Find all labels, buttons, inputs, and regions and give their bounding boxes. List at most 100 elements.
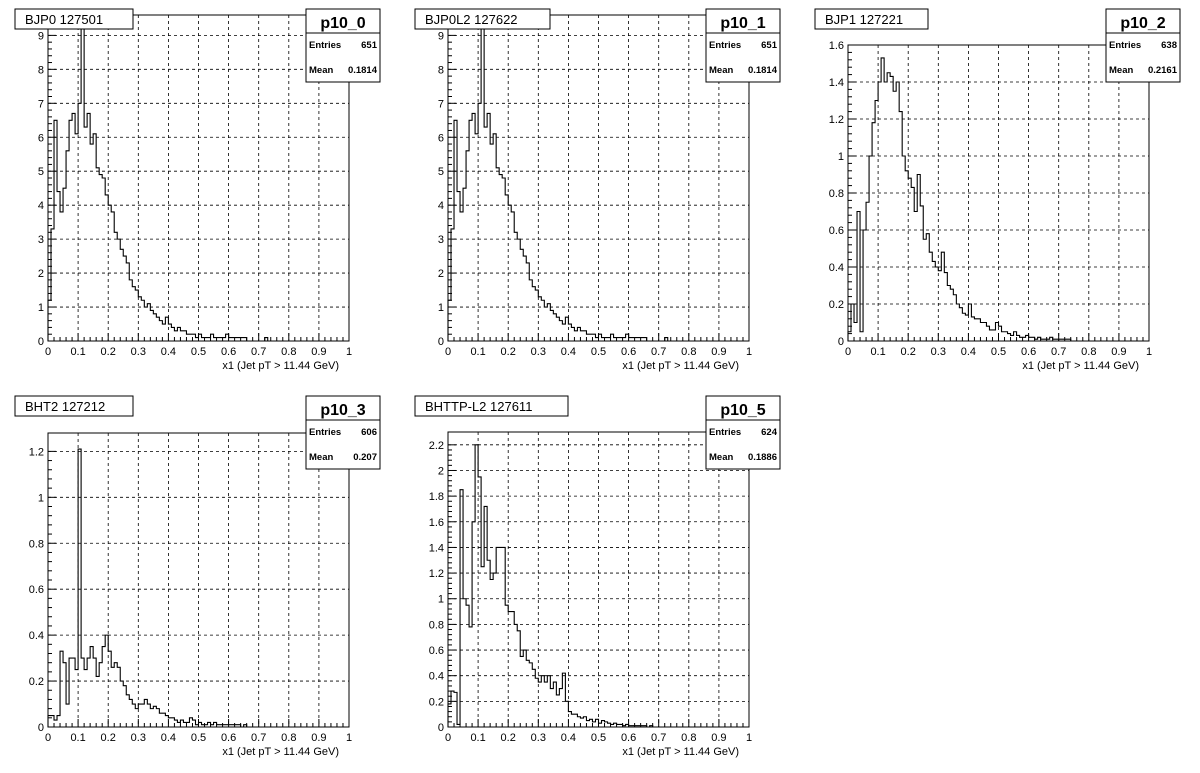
entries-label: Entries — [1109, 40, 1141, 51]
x-tick-label: 0.3 — [131, 732, 146, 744]
histogram-title: BJP0L2 127622 — [425, 12, 518, 27]
y-tick-label: 9 — [438, 30, 444, 42]
entries-value: 651 — [361, 40, 378, 51]
y-tick-label: 6 — [438, 132, 444, 144]
x-tick-label: 0 — [45, 346, 51, 358]
y-tick-label: 2 — [438, 465, 444, 477]
stats-name: p10_1 — [720, 15, 765, 32]
y-tick-label: 0.4 — [829, 262, 844, 274]
y-tick-label: 1.4 — [429, 542, 444, 554]
y-tick-label: 1.2 — [429, 568, 444, 580]
x-tick-label: 0.7 — [651, 346, 666, 358]
y-tick-label: 0.4 — [429, 671, 444, 683]
stats-box — [305, 8, 381, 83]
entries-value: 624 — [761, 427, 778, 438]
y-tick-label: 0.6 — [429, 645, 444, 657]
mean-label: Mean — [709, 65, 733, 76]
stats-name: p10_5 — [720, 402, 765, 419]
stats-name: p10_2 — [1120, 15, 1165, 32]
histogram-title: BHT2 127212 — [25, 399, 105, 414]
x-tick-label: 0.4 — [961, 346, 976, 358]
mean-label: Mean — [309, 65, 333, 76]
x-axis-label: x1 (Jet pT > 11.44 GeV) — [222, 360, 339, 372]
histogram-title-box — [14, 8, 134, 30]
x-tick-label: 0.8 — [281, 732, 296, 744]
x-tick-label: 0.6 — [621, 346, 636, 358]
y-tick-label: 2.2 — [429, 440, 444, 452]
y-tick-label: 1 — [38, 492, 44, 504]
x-tick-label: 1 — [746, 732, 752, 744]
x-tick-label: 0.4 — [161, 346, 176, 358]
y-tick-label: 1.8 — [429, 491, 444, 503]
x-tick-label: 0.9 — [311, 732, 326, 744]
y-tick-label: 4 — [438, 200, 444, 212]
x-tick-label: 0.9 — [711, 346, 726, 358]
x-tick-label: 0 — [45, 732, 51, 744]
x-tick-label: 0.6 — [221, 346, 236, 358]
x-tick-label: 0.6 — [1021, 346, 1036, 358]
y-tick-label: 8 — [38, 64, 44, 76]
y-tick-label: 3 — [438, 234, 444, 246]
x-tick-label: 0.1 — [470, 732, 485, 744]
x-tick-label: 0.4 — [561, 732, 576, 744]
histogram-title-box — [14, 395, 134, 417]
x-tick-label: 0 — [845, 346, 851, 358]
y-tick-label: 0.6 — [829, 225, 844, 237]
x-tick-label: 0.5 — [191, 346, 206, 358]
mean-label: Mean — [1109, 65, 1133, 76]
x-tick-label: 0.5 — [991, 346, 1006, 358]
stats-box — [705, 395, 781, 470]
x-tick-label: 0.7 — [1051, 346, 1066, 358]
y-tick-label: 0.8 — [429, 619, 444, 631]
mean-value: 0.1814 — [748, 65, 778, 76]
histogram-title: BJP0 127501 — [25, 12, 103, 27]
mean-label: Mean — [709, 452, 733, 463]
x-tick-label: 0.5 — [191, 732, 206, 744]
y-tick-label: 0 — [38, 336, 44, 348]
y-tick-label: 2 — [38, 268, 44, 280]
x-tick-label: 0.6 — [221, 732, 236, 744]
x-tick-label: 0.3 — [531, 346, 546, 358]
y-tick-label: 0.2 — [829, 299, 844, 311]
y-tick-label: 1 — [38, 302, 44, 314]
y-tick-label: 0.8 — [829, 188, 844, 200]
y-tick-label: 9 — [38, 30, 44, 42]
x-tick-label: 0.1 — [70, 732, 85, 744]
y-tick-label: 7 — [38, 98, 44, 110]
y-tick-label: 5 — [38, 166, 44, 178]
entries-value: 651 — [761, 40, 778, 51]
y-tick-label: 1.2 — [829, 114, 844, 126]
x-tick-label: 0.9 — [711, 732, 726, 744]
x-tick-label: 0.2 — [901, 346, 916, 358]
stats-box — [305, 395, 381, 470]
y-tick-label: 1 — [438, 594, 444, 606]
x-axis-label: x1 (Jet pT > 11.44 GeV) — [222, 746, 339, 758]
entries-label: Entries — [709, 40, 741, 51]
y-tick-label: 1.6 — [829, 40, 844, 52]
x-axis-label: x1 (Jet pT > 11.44 GeV) — [1022, 360, 1139, 372]
y-tick-label: 0.2 — [429, 696, 444, 708]
mean-label: Mean — [309, 452, 333, 463]
histogram-panel-p10_3: 0 0.1 0.2 0.3 0.4 0.5 0.6 0.7 0.8 0.9 1 0 0.2 0.4 0.6 0… — [14, 395, 381, 758]
x-tick-label: 0.4 — [161, 732, 176, 744]
entries-label: Entries — [309, 427, 341, 438]
y-tick-label: 6 — [38, 132, 44, 144]
x-tick-label: 0.8 — [681, 732, 696, 744]
x-tick-label: 0 — [445, 732, 451, 744]
y-tick-label: 1.4 — [829, 77, 844, 89]
x-tick-label: 0.7 — [251, 732, 266, 744]
entries-value: 638 — [1161, 40, 1177, 51]
stats-box — [705, 8, 781, 83]
y-tick-label: 8 — [438, 64, 444, 76]
entries-value: 606 — [361, 427, 377, 438]
histogram-title: BHTTP-L2 127611 — [425, 399, 532, 414]
histogram-panel-p10_5: 0 0.1 0.2 0.3 0.4 0.5 0.6 0.7 0.8 0.9 1 0 0.2 0.4 0.6 0… — [414, 395, 781, 758]
histogram-panel-p10_2: 0 0.1 0.2 0.3 0.4 0.5 0.6 0.7 0.8 0.9 1 0 0.2 0.4 0.6 0… — [814, 8, 1181, 372]
y-tick-label: 3 — [38, 234, 44, 246]
entries-label: Entries — [309, 40, 341, 51]
x-tick-label: 1 — [1146, 346, 1152, 358]
x-tick-label: 0.5 — [591, 732, 606, 744]
x-tick-label: 0.8 — [681, 346, 696, 358]
x-tick-label: 0.2 — [501, 732, 516, 744]
